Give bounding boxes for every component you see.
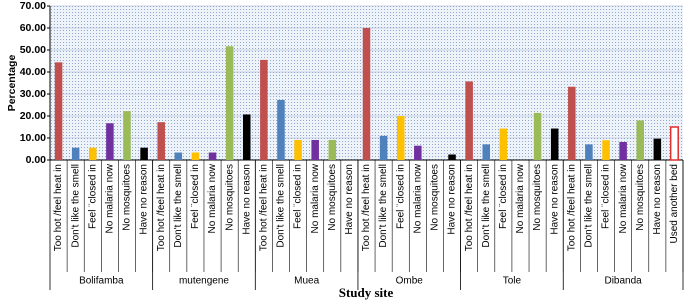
y-tick-label: 20.00 <box>20 110 46 122</box>
x-tick-label: Don't like the smell <box>584 164 595 248</box>
bar <box>499 128 508 160</box>
x-tick-label: No mosquitoes <box>430 164 441 231</box>
bar <box>140 147 148 160</box>
x-tick-label: No mosquitoes <box>635 164 646 231</box>
group-label: Dibanda <box>604 276 642 287</box>
bar <box>123 111 131 160</box>
y-tick-label: 0.00 <box>26 154 47 166</box>
x-tick-label: Don't like the smell <box>173 164 184 248</box>
y-tick-label: 40.00 <box>20 66 46 78</box>
x-tick-label: Have no reason <box>447 164 458 235</box>
x-axis-label: Study site <box>339 285 394 300</box>
bar <box>550 128 559 160</box>
x-tick-label: Too hot /feel heat in <box>566 164 577 251</box>
bar <box>277 99 285 160</box>
bar <box>533 112 542 160</box>
x-tick-label: Too hot /feel heat in <box>258 164 269 251</box>
y-tick-label: 30.00 <box>20 88 46 100</box>
y-tick-label: 70.00 <box>20 0 46 12</box>
x-tick-label: No malaria now <box>618 163 629 233</box>
bar <box>602 140 610 160</box>
group-label: Muea <box>294 276 319 287</box>
bar <box>71 147 80 160</box>
bar <box>448 154 456 160</box>
x-tick-label: No mosquitoes <box>122 164 133 231</box>
y-axis-label: Percentage <box>6 55 18 112</box>
x-tick-label: Don't like the smell <box>70 164 81 248</box>
bar <box>362 28 371 160</box>
x-tick-label: Don't like the smell <box>276 164 287 248</box>
bar <box>208 152 217 160</box>
x-tick-label: No malaria now <box>310 163 321 233</box>
bar <box>328 139 337 160</box>
bar <box>174 152 183 160</box>
x-tick-label: Feel ¨closed in <box>498 164 509 229</box>
x-tick-label: Don't like the smell <box>481 164 492 248</box>
bar <box>157 122 165 160</box>
x-tick-label: Too hot /feel heat in <box>361 164 372 251</box>
bar <box>669 126 679 161</box>
group-label: Tole <box>503 276 522 287</box>
x-tick-label: No malaria now <box>412 163 423 233</box>
y-tick-label: 50.00 <box>20 44 46 56</box>
x-tick-label: No malaria now <box>207 163 218 233</box>
bar <box>379 135 388 160</box>
bar <box>482 144 491 160</box>
x-tick-label: Feel ¨closed in <box>601 164 612 229</box>
bar <box>106 123 114 160</box>
x-tick-label: Too hot /feel heat in <box>464 164 475 251</box>
bar <box>414 145 422 160</box>
bar <box>465 81 473 160</box>
bar <box>636 120 644 160</box>
group-label: mutengene <box>179 276 229 287</box>
bar <box>653 138 662 160</box>
x-tick-label: Too hot /feel heat in <box>156 164 167 251</box>
bar <box>89 147 97 160</box>
bar <box>311 139 319 160</box>
bar <box>294 139 302 160</box>
x-tick-label: Have no reason <box>652 164 663 235</box>
y-tick-label: 10.00 <box>20 132 46 144</box>
x-tick-label: No malaria now <box>515 163 526 233</box>
x-tick-label: Have no reason <box>139 164 150 235</box>
bar <box>568 86 576 160</box>
x-tick-label: Feel ¨closed in <box>87 164 98 229</box>
x-tick-label: No mosquitoes <box>532 164 543 231</box>
bar <box>585 144 593 160</box>
group-label: Bolifamba <box>79 276 124 287</box>
bar <box>396 116 405 160</box>
y-tick-label: 60.00 <box>20 22 46 34</box>
bar <box>242 114 251 160</box>
x-tick-label: Have no reason <box>241 164 252 235</box>
x-tick-label: Feel ¨closed in <box>395 164 406 229</box>
bar <box>191 152 200 160</box>
x-tick-label: Don't like the smell <box>378 164 389 248</box>
bar <box>54 62 63 160</box>
x-tick-label: Have no reason <box>344 164 355 235</box>
x-tick-label: Used another bed <box>669 164 680 244</box>
x-tick-label: Feel ¨closed in <box>293 164 304 229</box>
x-tick-label: Too hot /feel heat in <box>53 164 64 251</box>
bar <box>260 59 268 160</box>
x-tick-label: Have no reason <box>549 164 560 235</box>
bar <box>619 141 627 160</box>
x-tick-label: No mosquitoes <box>224 164 235 231</box>
x-tick-label: No mosquitoes <box>327 164 338 231</box>
x-tick-label: No malaria now <box>105 163 116 233</box>
x-tick-label: Feel ¨closed in <box>190 164 201 229</box>
bar <box>225 46 234 161</box>
group-label: Ombe <box>396 276 424 287</box>
